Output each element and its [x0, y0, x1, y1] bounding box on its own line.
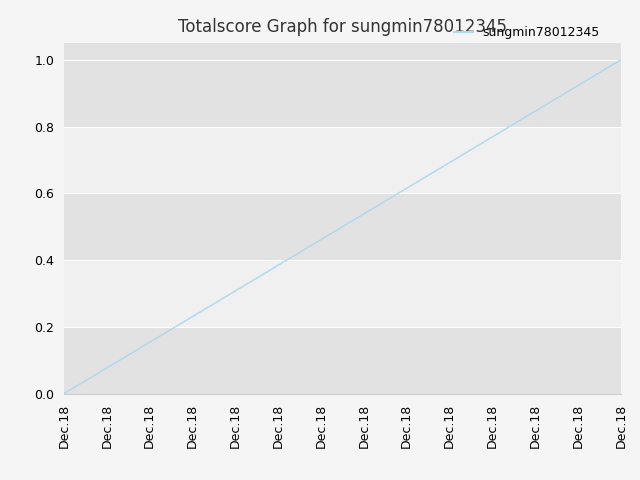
Bar	[64, 43, 621, 60]
sungmin78012345	[617, 57, 625, 63]
sungmin78012345	[392, 192, 399, 198]
Bar	[64, 60, 621, 127]
sungmin78012345	[60, 391, 68, 396]
sungmin78012345	[347, 219, 355, 225]
Bar	[64, 260, 621, 327]
sungmin78012345	[572, 84, 580, 90]
Line: sungmin78012345: sungmin78012345	[64, 60, 621, 394]
Legend: sungmin78012345: sungmin78012345	[449, 22, 605, 45]
Title: Totalscore Graph for sungmin78012345: Totalscore Graph for sungmin78012345	[178, 18, 507, 36]
sungmin78012345	[189, 313, 197, 319]
Bar	[64, 127, 621, 193]
sungmin78012345	[589, 74, 596, 80]
Bar	[64, 193, 621, 260]
Bar	[64, 327, 621, 394]
sungmin78012345	[167, 327, 175, 333]
